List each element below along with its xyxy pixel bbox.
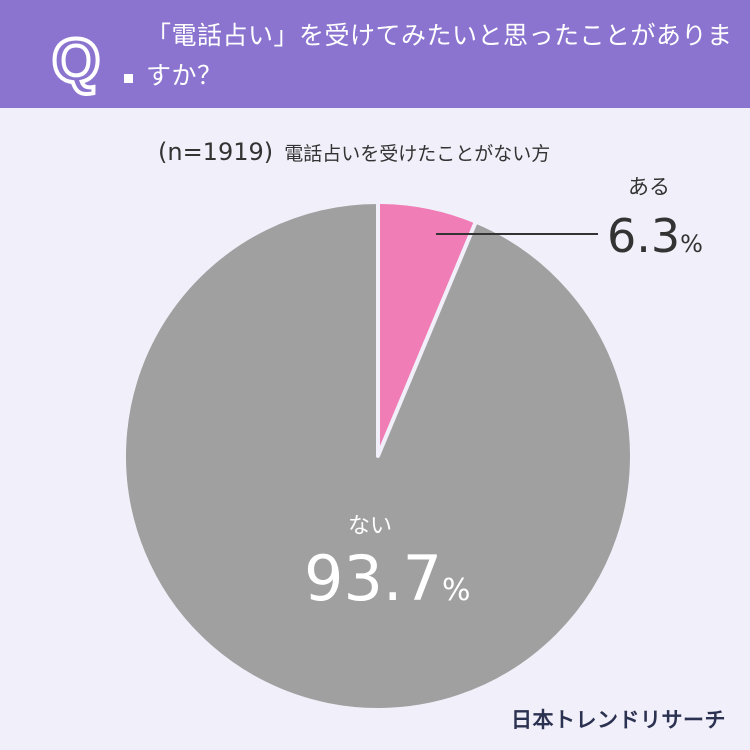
question-header: Q 「電話占い」を受けてみたいと思ったことがありますか？ [0, 0, 750, 108]
slice-value-nai-number: 93.7 [304, 542, 443, 615]
q-dot [124, 74, 133, 83]
q-letter: Q [52, 27, 100, 96]
chart-subtitle: (n=1919) 電話占いを受けたことがない方 [158, 138, 550, 166]
slice-label-aru: ある [628, 175, 670, 199]
slice-value-nai: 93.7% [304, 548, 471, 610]
pie-slice-nai [122, 200, 634, 712]
slice-label-nai: ない [348, 514, 393, 539]
brand-logo: 日本トレンドリサーチ [511, 708, 726, 732]
slice-value-aru-unit: % [680, 230, 703, 258]
question-text: 「電話占い」を受けてみたいと思ったことがありますか？ [146, 21, 733, 90]
respondent-description: 電話占いを受けたことがない方 [284, 142, 551, 165]
sample-size: (n=1919) [158, 138, 274, 166]
slice-value-aru-number: 6.3 [607, 209, 681, 263]
q-icon: Q [52, 25, 133, 98]
slice-value-nai-unit: % [442, 573, 471, 608]
slice-value-aru: 6.3% [607, 213, 703, 259]
